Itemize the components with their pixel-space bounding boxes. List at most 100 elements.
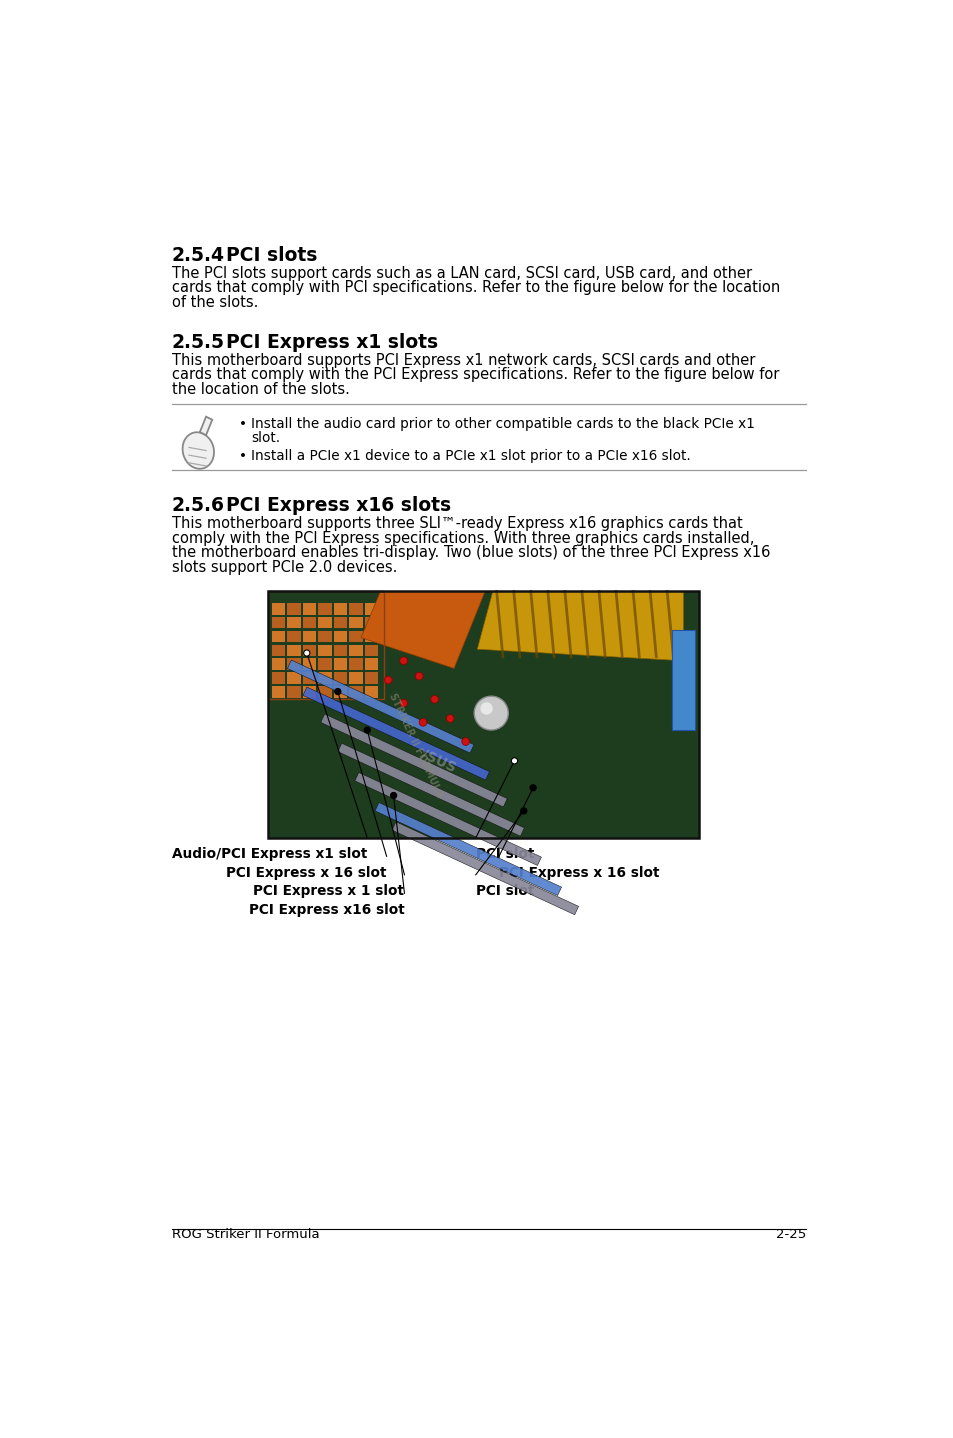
Text: PCI Express x 16 slot: PCI Express x 16 slot	[226, 866, 386, 880]
Bar	[268, 591, 384, 699]
Circle shape	[431, 696, 438, 703]
Bar	[318, 659, 332, 670]
Circle shape	[511, 758, 517, 764]
Polygon shape	[303, 687, 489, 779]
Text: 2.5.4: 2.5.4	[172, 246, 225, 265]
Polygon shape	[337, 743, 524, 837]
Bar	[349, 673, 362, 684]
Bar	[365, 686, 377, 697]
Bar	[303, 686, 315, 697]
Bar	[365, 603, 377, 614]
Text: PCI Express x16 slot: PCI Express x16 slot	[249, 903, 404, 916]
Polygon shape	[320, 713, 507, 807]
Polygon shape	[287, 660, 474, 754]
Polygon shape	[355, 772, 541, 866]
Polygon shape	[476, 591, 682, 660]
Bar	[365, 644, 377, 656]
Circle shape	[461, 738, 469, 745]
Bar	[349, 644, 362, 656]
Bar	[365, 617, 377, 628]
Text: 2.5.6: 2.5.6	[172, 496, 225, 515]
Bar	[318, 644, 332, 656]
Circle shape	[335, 689, 340, 695]
Circle shape	[530, 785, 536, 791]
Bar	[349, 603, 362, 614]
Polygon shape	[392, 821, 578, 915]
Bar	[272, 686, 285, 697]
Text: of the slots.: of the slots.	[172, 295, 258, 311]
Bar	[365, 631, 377, 643]
Bar	[268, 591, 699, 838]
Polygon shape	[375, 802, 561, 896]
Bar	[318, 617, 332, 628]
Bar	[287, 673, 300, 684]
Bar	[303, 631, 315, 643]
Text: PCI slot: PCI slot	[476, 847, 534, 861]
Text: the motherboard enables tri-display. Two (blue slots) of the three PCI Express x: the motherboard enables tri-display. Two…	[172, 545, 769, 561]
Bar	[334, 631, 347, 643]
Bar	[303, 644, 315, 656]
Bar	[318, 631, 332, 643]
Circle shape	[399, 657, 407, 664]
Circle shape	[474, 696, 508, 731]
Bar	[303, 673, 315, 684]
Text: The PCI slots support cards such as a LAN card, SCSI card, USB card, and other: The PCI slots support cards such as a LA…	[172, 266, 751, 280]
Bar	[349, 659, 362, 670]
Text: PCI Express x 16 slot: PCI Express x 16 slot	[498, 866, 659, 880]
Text: slots support PCIe 2.0 devices.: slots support PCIe 2.0 devices.	[172, 559, 396, 575]
Text: 2-25: 2-25	[775, 1228, 805, 1241]
Text: Install a PCIe x1 device to a PCIe x1 slot prior to a PCIe x16 slot.: Install a PCIe x1 device to a PCIe x1 sl…	[251, 449, 690, 463]
Text: PCI Express x 1 slot: PCI Express x 1 slot	[253, 884, 404, 899]
Text: 2.5.5: 2.5.5	[172, 332, 225, 352]
Bar	[303, 617, 315, 628]
Bar	[287, 686, 300, 697]
Bar	[268, 591, 699, 838]
Text: Install the audio card prior to other compatible cards to the black PCIe x1: Install the audio card prior to other co…	[251, 417, 754, 430]
Text: •: •	[239, 417, 247, 430]
Circle shape	[415, 673, 422, 680]
Bar	[349, 617, 362, 628]
Bar	[303, 603, 315, 614]
Circle shape	[520, 808, 526, 814]
Polygon shape	[360, 591, 484, 669]
Text: the location of the slots.: the location of the slots.	[172, 383, 350, 397]
Text: PCI slots: PCI slots	[226, 246, 317, 265]
Bar	[318, 686, 332, 697]
Text: comply with the PCI Express specifications. With three graphics cards installed,: comply with the PCI Express specificatio…	[172, 531, 754, 545]
Text: Audio/PCI Express x1 slot: Audio/PCI Express x1 slot	[172, 847, 367, 861]
Bar	[272, 631, 285, 643]
Circle shape	[364, 728, 370, 733]
Bar	[349, 686, 362, 697]
Text: ROG Striker II Formula: ROG Striker II Formula	[172, 1228, 319, 1241]
Text: slot.: slot.	[251, 430, 280, 444]
Bar	[287, 603, 300, 614]
Bar	[287, 644, 300, 656]
Bar	[334, 603, 347, 614]
Bar	[334, 644, 347, 656]
Bar	[349, 631, 362, 643]
Bar	[287, 631, 300, 643]
Circle shape	[446, 715, 454, 722]
Bar	[287, 659, 300, 670]
Circle shape	[303, 650, 310, 656]
Text: This motherboard supports three SLI™-ready Express x16 graphics cards that: This motherboard supports three SLI™-rea…	[172, 516, 742, 531]
Bar	[365, 673, 377, 684]
Text: STRIKER II FORMULA: STRIKER II FORMULA	[386, 692, 443, 800]
Bar	[272, 659, 285, 670]
Text: /SUS: /SUS	[418, 746, 457, 775]
Bar	[334, 617, 347, 628]
Text: PCI slot: PCI slot	[476, 884, 534, 899]
Text: •: •	[239, 449, 247, 463]
Circle shape	[390, 792, 396, 798]
Bar	[334, 686, 347, 697]
Bar	[334, 659, 347, 670]
Text: PCI Express x16 slots: PCI Express x16 slots	[226, 496, 451, 515]
Bar	[303, 659, 315, 670]
Bar	[318, 603, 332, 614]
Text: PCI Express x1 slots: PCI Express x1 slots	[226, 332, 437, 352]
Bar	[272, 673, 285, 684]
Bar	[272, 617, 285, 628]
Ellipse shape	[182, 433, 213, 469]
Circle shape	[418, 719, 427, 726]
Circle shape	[384, 676, 392, 684]
